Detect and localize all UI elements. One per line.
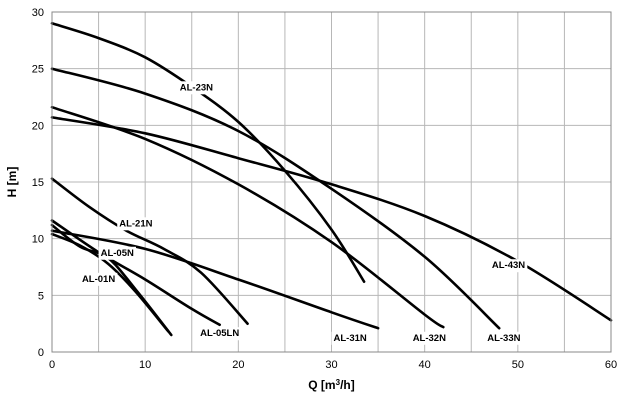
y-tick-label: 0 (38, 347, 44, 359)
curve-al-05ln (50, 219, 221, 327)
curve-label-background (177, 81, 216, 95)
curve-label-background (98, 246, 136, 260)
curve-label-background (79, 272, 118, 286)
y-tick-label: 25 (32, 64, 44, 76)
y-tick-label: 20 (32, 120, 44, 132)
x-axis-label: Q [m3/h] (308, 378, 354, 392)
curve-label-al-31n: AL-31N (334, 333, 367, 344)
curve-labels: AL-01N AL-05N AL-05LN AL-21N AL-23N AL-31N AL-… (79, 81, 528, 345)
curve-label-al-43n: AL-43N (492, 260, 525, 271)
x-tick-label: 10 (139, 359, 151, 371)
x-tick-label: 0 (49, 359, 55, 371)
x-tick-label: 40 (419, 359, 431, 371)
curve-label-al-01n: AL-01N (82, 274, 115, 285)
curve-al-31n (50, 229, 380, 330)
curve-label-al-05ln: AL-05LN (200, 328, 239, 339)
curve-al-23n (50, 22, 366, 283)
y-tick-label: 15 (32, 177, 44, 189)
curve-label-al-33n: AL-33N (487, 333, 520, 344)
curve-label-background (331, 331, 369, 345)
curve-label-background (489, 259, 528, 273)
y-tick-label: 10 (32, 234, 44, 246)
curve-al-21n (50, 177, 249, 325)
x-tick-label: 20 (232, 359, 244, 371)
curve-label-background (410, 331, 449, 345)
x-tick-label: 60 (605, 359, 617, 371)
plot-frame (51, 11, 612, 353)
curve-label-al-32n: AL-32N (413, 333, 446, 344)
x-tick-label: 30 (325, 359, 337, 371)
curve-label-background (485, 331, 523, 345)
y-tick-label: 5 (38, 290, 44, 302)
y-tick-label: 30 (32, 7, 44, 19)
x-tick-label: 50 (512, 359, 524, 371)
tick-labels: 0 10 20 30 40 50 60 0 5 10 15 20 25 30 (32, 7, 617, 371)
y-axis-label: H [m] (5, 167, 19, 198)
curve-label-background (198, 327, 242, 341)
curve-label-al-21n: AL-21N (119, 218, 152, 229)
curve-al-33n (50, 67, 501, 330)
grid-lines (52, 12, 611, 352)
curve-label-al-23n: AL-23N (180, 82, 213, 93)
curve-label-background (117, 217, 155, 231)
curve-al-32n (50, 105, 445, 329)
curve-label-al-05n: AL-05N (101, 248, 134, 259)
